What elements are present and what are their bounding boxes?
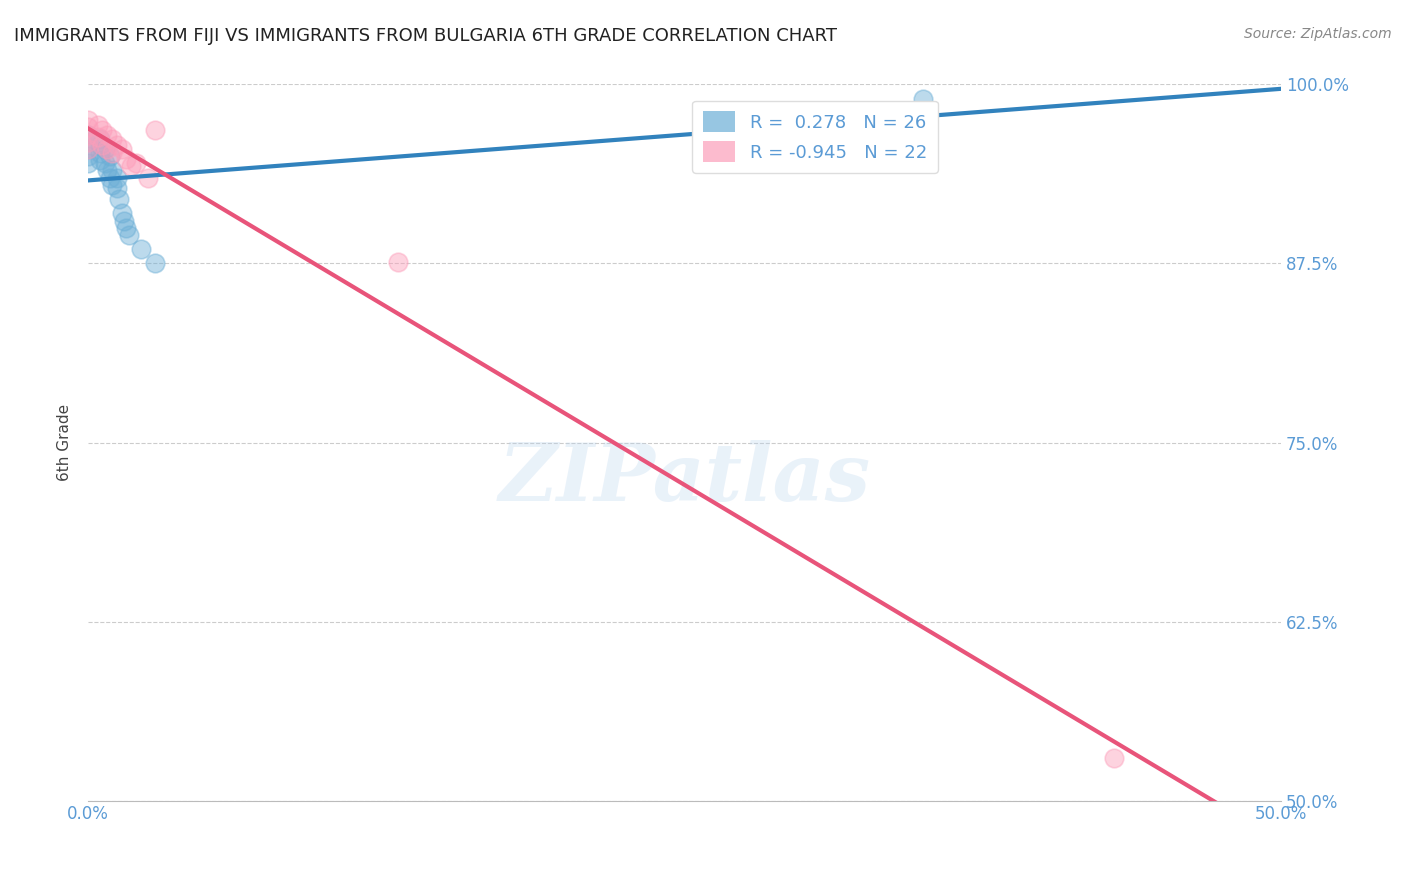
Point	[94, 156, 117, 170]
Point	[96, 128, 118, 142]
Point	[77, 128, 100, 142]
Point	[96, 163, 118, 178]
Point	[108, 192, 131, 206]
Point	[94, 142, 117, 156]
Text: IMMIGRANTS FROM FIJI VS IMMIGRANTS FROM BULGARIA 6TH GRADE CORRELATION CHART: IMMIGRANTS FROM FIJI VS IMMIGRANTS FROM …	[14, 27, 837, 45]
Point	[89, 137, 111, 152]
Point	[98, 170, 121, 185]
Point	[387, 255, 409, 269]
Point	[98, 149, 121, 163]
Point	[1102, 750, 1125, 764]
Point	[77, 149, 100, 163]
Text: Source: ZipAtlas.com: Source: ZipAtlas.com	[1244, 27, 1392, 41]
Point	[129, 242, 152, 256]
Point	[77, 128, 100, 142]
Point	[89, 132, 111, 146]
Point	[112, 213, 135, 227]
Text: ZIPatlas: ZIPatlas	[499, 440, 870, 517]
Point	[91, 137, 114, 152]
Point	[136, 170, 159, 185]
Point	[89, 146, 111, 161]
Point	[105, 170, 128, 185]
Point	[101, 146, 124, 161]
Point	[77, 113, 100, 128]
Point	[101, 178, 124, 192]
Point	[110, 142, 132, 156]
Point	[125, 156, 148, 170]
Point	[77, 142, 100, 156]
Point	[143, 123, 166, 137]
Point	[105, 180, 128, 194]
Point	[77, 135, 100, 149]
Point	[118, 227, 141, 242]
Legend: R =  0.278   N = 26, R = -0.945   N = 22: R = 0.278 N = 26, R = -0.945 N = 22	[692, 101, 938, 173]
Point	[86, 130, 108, 145]
Y-axis label: 6th Grade: 6th Grade	[58, 404, 72, 481]
Point	[143, 256, 166, 270]
Point	[96, 142, 118, 156]
Point	[77, 135, 100, 149]
Point	[89, 153, 111, 168]
Point	[77, 156, 100, 170]
Point	[120, 159, 142, 173]
Point	[101, 163, 124, 178]
Point	[105, 137, 128, 152]
Point	[115, 220, 138, 235]
Point	[110, 206, 132, 220]
Point	[77, 142, 100, 156]
Point	[91, 123, 114, 137]
Point	[912, 92, 935, 106]
Point	[115, 152, 138, 166]
Point	[101, 132, 124, 146]
Point	[77, 120, 100, 135]
Point	[86, 118, 108, 132]
